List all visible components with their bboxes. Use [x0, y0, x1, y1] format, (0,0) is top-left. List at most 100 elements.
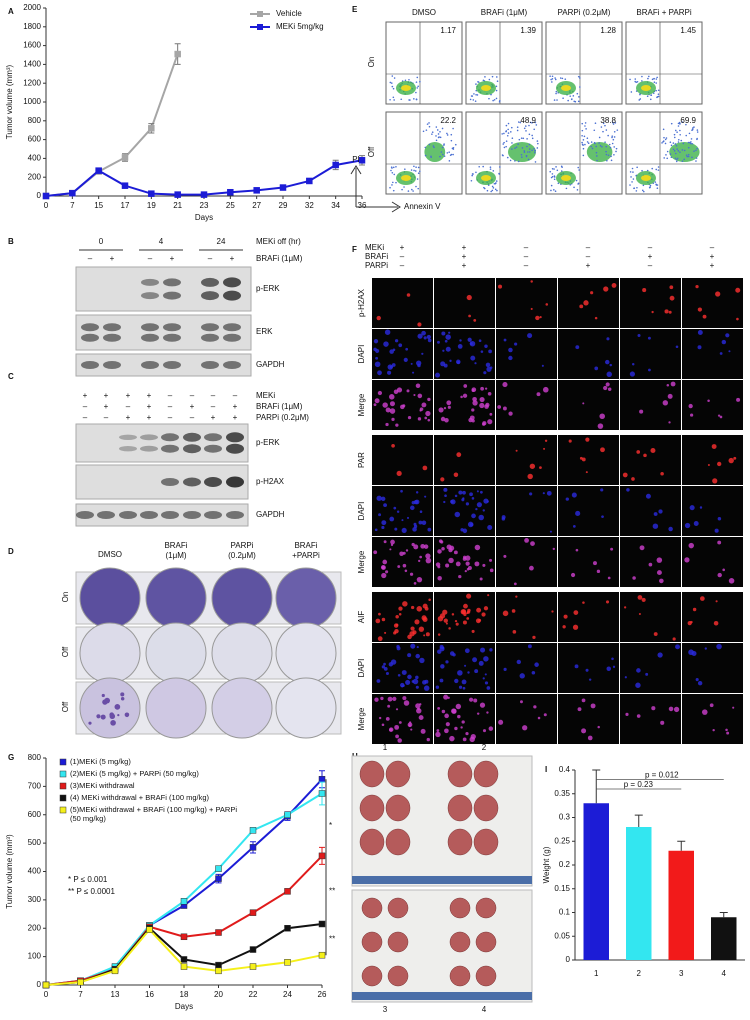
event [393, 173, 396, 176]
event [607, 134, 609, 137]
density-core [481, 85, 491, 91]
sign: – [648, 243, 653, 252]
event [502, 143, 505, 145]
event [633, 187, 636, 189]
legend-marker [257, 24, 263, 30]
cell [588, 678, 592, 681]
band [119, 446, 137, 452]
event [524, 125, 527, 127]
cell [382, 559, 388, 565]
event [408, 78, 410, 81]
x-tick-label: 13 [111, 990, 120, 999]
cell [443, 500, 446, 504]
event [638, 99, 641, 101]
event [676, 148, 678, 150]
event [636, 80, 639, 83]
micrograph [372, 435, 433, 485]
y-tick-label: 0.25 [554, 836, 570, 845]
density-core [561, 85, 571, 91]
micrograph [434, 435, 495, 485]
event [655, 183, 657, 186]
cell [503, 338, 507, 342]
data-point [253, 187, 260, 194]
cell [651, 706, 656, 711]
cell [421, 352, 424, 355]
cell [418, 559, 421, 563]
event [489, 166, 492, 168]
data-point [284, 811, 291, 818]
band [183, 444, 201, 454]
micrograph [620, 592, 681, 642]
series-line [45, 923, 323, 986]
tumor [449, 931, 471, 953]
data-point [284, 925, 291, 932]
cell [605, 600, 610, 604]
cell [402, 551, 406, 555]
cell [590, 291, 594, 295]
cell [424, 416, 428, 420]
cell [376, 679, 381, 683]
event [696, 129, 699, 131]
event [415, 81, 418, 83]
event [634, 80, 636, 83]
density-core [401, 175, 411, 181]
cell [660, 471, 664, 476]
cell [725, 728, 728, 732]
cell [476, 502, 482, 508]
colony [104, 697, 111, 704]
cell [656, 557, 663, 563]
cell [673, 706, 680, 713]
cell [542, 492, 545, 495]
event [675, 144, 678, 147]
event [419, 80, 421, 83]
cell [395, 615, 399, 619]
event [503, 146, 506, 149]
event [685, 134, 688, 137]
event [555, 166, 557, 168]
event [522, 137, 525, 140]
cell [468, 314, 471, 318]
error-bar [592, 769, 601, 804]
event [632, 171, 634, 173]
cell [421, 520, 427, 526]
cell [412, 678, 419, 685]
event [392, 96, 395, 99]
event [680, 139, 683, 142]
event [523, 127, 526, 130]
cell [381, 525, 385, 530]
event [551, 173, 554, 175]
event [550, 78, 552, 81]
event [520, 153, 523, 156]
event [655, 78, 658, 80]
cell [398, 606, 403, 611]
cell [410, 626, 415, 631]
colony [96, 714, 101, 719]
cell [444, 494, 447, 498]
band [97, 511, 115, 519]
event [426, 123, 429, 125]
data-point [318, 920, 326, 928]
cell [476, 490, 479, 493]
cell [570, 572, 576, 578]
legend-item: (1)MEKi (5 mg/kg) [70, 757, 131, 766]
sign: – [710, 243, 715, 252]
micrograph [434, 694, 495, 744]
ruler [352, 992, 532, 1000]
cell [508, 347, 513, 353]
header-label: BRAFi (1μM) [256, 254, 303, 263]
event [486, 189, 489, 192]
cell [607, 387, 612, 392]
data-point [148, 190, 155, 197]
legend-label: (3)MEKi withdrawal [70, 781, 135, 790]
stain-label: PAR [357, 452, 366, 468]
tumor [447, 828, 473, 856]
cell [711, 444, 717, 449]
cell [482, 421, 487, 426]
event [415, 91, 417, 94]
micrograph [620, 380, 681, 430]
event [583, 135, 586, 138]
band [223, 333, 241, 342]
event [428, 125, 431, 128]
cell [444, 339, 448, 343]
cell [697, 680, 703, 686]
